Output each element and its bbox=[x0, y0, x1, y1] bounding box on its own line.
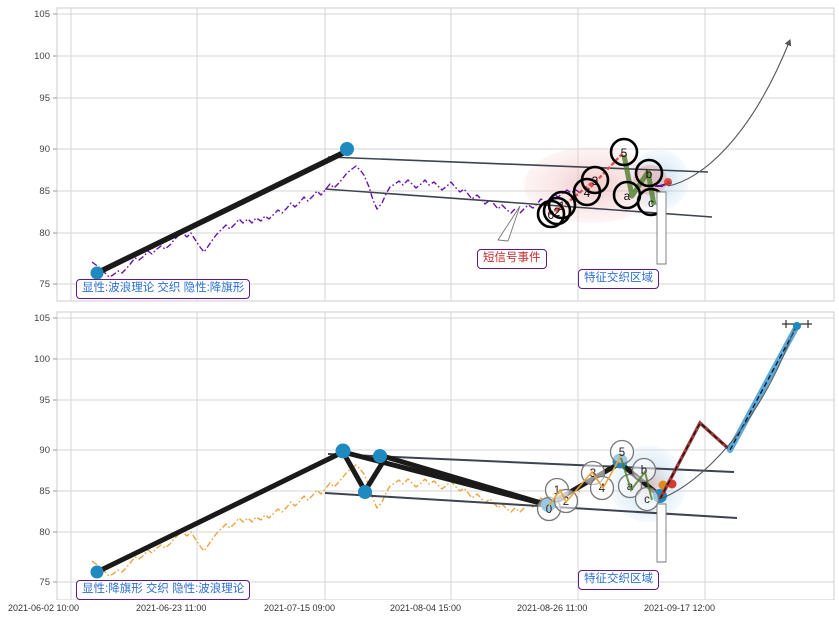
impulse-wave-path-bottom bbox=[548, 455, 622, 507]
svg-text:a: a bbox=[624, 189, 631, 203]
svg-text:4: 4 bbox=[584, 186, 591, 200]
svg-text:1: 1 bbox=[559, 199, 566, 213]
forecast-arrow-top bbox=[667, 38, 792, 187]
x-tick-label: 2021-08-26 11:00 bbox=[517, 603, 588, 613]
annotation-pattern-top[interactable]: 显性:波浪理论 交织 隐性:降旗形 bbox=[76, 279, 251, 300]
svg-text:85: 85 bbox=[39, 186, 50, 197]
pivot-marker[interactable] bbox=[90, 266, 104, 280]
pivot-marker[interactable] bbox=[373, 449, 387, 463]
svg-text:100: 100 bbox=[34, 51, 50, 62]
x-tick-label: 2021-06-23 11:00 bbox=[136, 603, 207, 613]
y-axis-ticks-bottom bbox=[53, 317, 57, 583]
plot-area-top bbox=[56, 7, 835, 302]
svg-text:85: 85 bbox=[39, 486, 50, 497]
pivot-marker[interactable] bbox=[358, 485, 372, 499]
wave-label-c[interactable] bbox=[634, 486, 660, 512]
flag-channel-bottom bbox=[324, 453, 738, 519]
svg-text:4: 4 bbox=[599, 483, 606, 495]
pivot-marker[interactable] bbox=[90, 565, 104, 579]
price-line-top bbox=[91, 165, 581, 278]
x-tick-label: 2021-06-02 10:00 bbox=[8, 603, 80, 613]
svg-text:90: 90 bbox=[39, 144, 50, 155]
signal-dot-top bbox=[664, 178, 672, 186]
svg-text:2: 2 bbox=[554, 205, 561, 219]
trend-line-top bbox=[94, 148, 350, 276]
x-tick-label: 2021-09-17 12:00 bbox=[644, 603, 716, 613]
pivot-marker[interactable] bbox=[340, 142, 354, 156]
x-axis: 2021-06-02 10:00 2021-06-23 11:00 2021-0… bbox=[0, 600, 839, 620]
svg-text:80: 80 bbox=[39, 527, 50, 538]
gridlines-vertical-top bbox=[70, 8, 706, 301]
y-axis-labels-top: 105 100 95 90 85 80 75 bbox=[34, 9, 50, 290]
gridlines-vertical-bottom bbox=[70, 312, 706, 600]
wave-label-1[interactable] bbox=[547, 190, 577, 220]
chart-panel-bottom: 105 100 95 90 85 80 75 bbox=[0, 306, 839, 620]
pivot-marker[interactable] bbox=[335, 443, 351, 459]
svg-text:b: b bbox=[646, 167, 653, 181]
x-tick-label: 2021-08-04 15:00 bbox=[390, 603, 462, 613]
callout-leader-feature-zone-top bbox=[656, 191, 667, 265]
svg-text:95: 95 bbox=[39, 395, 50, 406]
svg-text:0: 0 bbox=[546, 504, 552, 516]
wave-label-b[interactable] bbox=[634, 158, 664, 188]
svg-text:c: c bbox=[644, 494, 650, 506]
annotation-feature-zone-top[interactable]: 特征交织区域 bbox=[578, 269, 659, 290]
target-marker bbox=[793, 322, 801, 330]
callout-leader-short-signal bbox=[497, 205, 521, 242]
wave-label-group-top: 0 1 2 3 4 5 a b c bbox=[536, 137, 666, 229]
wave-label-4[interactable] bbox=[589, 475, 615, 501]
svg-text:5: 5 bbox=[619, 447, 625, 459]
svg-text:1: 1 bbox=[554, 485, 560, 497]
wave-label-2[interactable] bbox=[542, 196, 572, 226]
svg-text:105: 105 bbox=[34, 313, 50, 324]
channel-lines-top bbox=[324, 156, 713, 218]
svg-text:105: 105 bbox=[34, 9, 50, 20]
svg-text:b: b bbox=[641, 465, 647, 477]
annotation-feature-zone-bottom[interactable]: 特征交织区域 bbox=[578, 570, 659, 591]
svg-text:80: 80 bbox=[39, 228, 50, 239]
svg-text:90: 90 bbox=[39, 445, 50, 456]
svg-text:0: 0 bbox=[548, 208, 555, 222]
callout-leader-feature-zone-bottom bbox=[656, 503, 667, 563]
forecast-zigzag-dash-bottom bbox=[659, 421, 731, 500]
price-line-bottom bbox=[91, 464, 581, 577]
plot-area-bottom bbox=[56, 311, 835, 600]
annotation-short-signal-event[interactable]: 短信号事件 bbox=[477, 249, 547, 270]
svg-text:100: 100 bbox=[34, 354, 50, 365]
svg-text:75: 75 bbox=[39, 279, 50, 290]
y-axis-ticks-top bbox=[53, 13, 57, 285]
annotation-pattern-bottom[interactable]: 显性:降旗形 交织 隐性:波浪理论 bbox=[76, 580, 251, 601]
svg-text:75: 75 bbox=[39, 577, 50, 588]
chart-panel-top: 105 100 95 90 85 80 75 bbox=[0, 0, 839, 306]
svg-text:5: 5 bbox=[621, 146, 628, 160]
x-tick-label: 2021-07-15 09:00 bbox=[264, 603, 336, 613]
wave-label-0[interactable] bbox=[536, 199, 566, 229]
wave-label-4[interactable] bbox=[572, 177, 602, 207]
wave-label-5[interactable] bbox=[609, 137, 639, 167]
forecast-curve-bottom bbox=[659, 323, 797, 500]
wave-label-b[interactable] bbox=[631, 457, 657, 483]
svg-text:c: c bbox=[648, 196, 654, 210]
abc-wave-path-bottom bbox=[620, 457, 653, 501]
y-axis-labels-bottom: 105 100 95 90 85 80 75 bbox=[34, 313, 50, 588]
svg-text:95: 95 bbox=[39, 93, 50, 104]
